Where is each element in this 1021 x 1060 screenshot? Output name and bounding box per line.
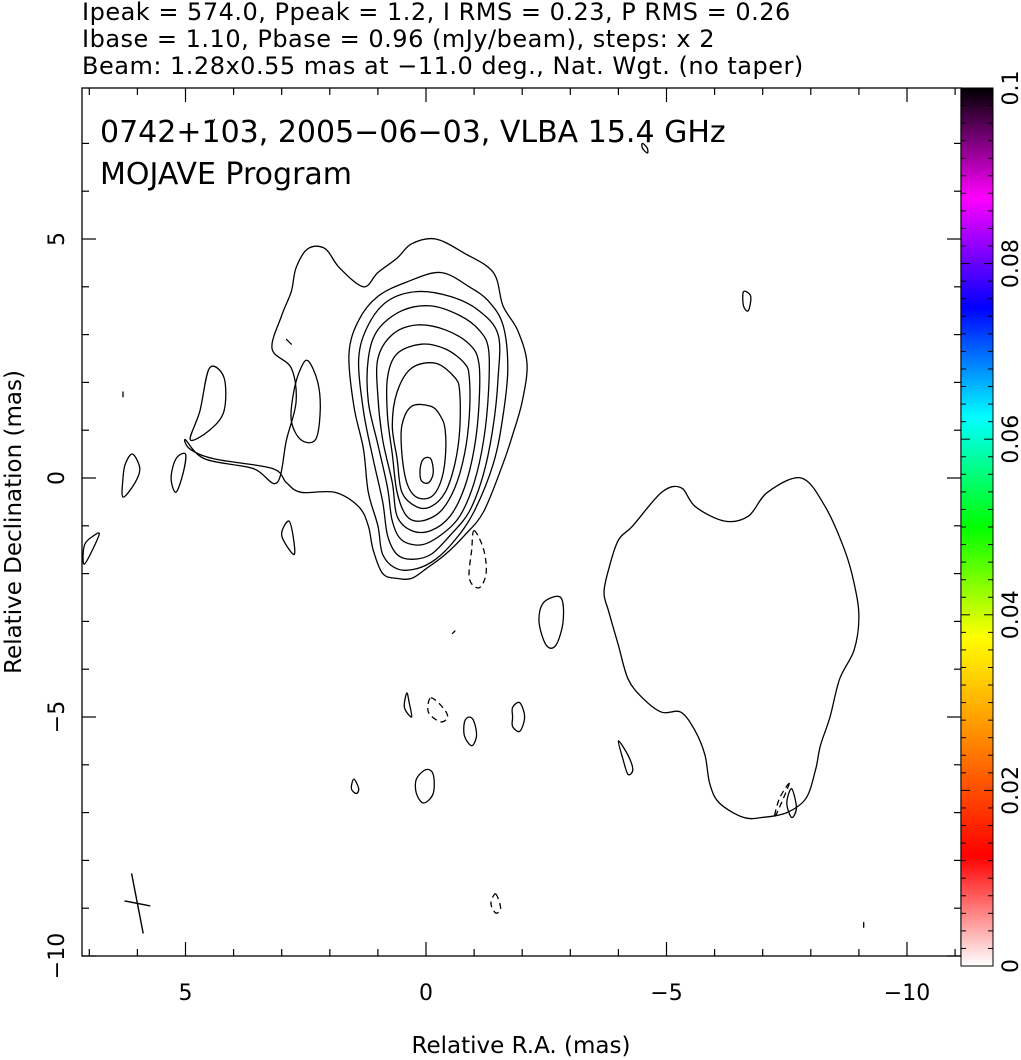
- contour-line: [211, 118, 216, 125]
- colorbar: 0 0.02 0.04 0.06 0.08 0.1: [960, 71, 1021, 973]
- contour-line: [451, 630, 456, 635]
- contour-line: [385, 343, 471, 522]
- colorbar-tick-label: 0.08: [999, 239, 1021, 288]
- colorbar-tick-label: 0.06: [999, 415, 1021, 464]
- y-tick-label: −5: [45, 701, 70, 733]
- beam-cross: [124, 873, 151, 934]
- contour-line: [463, 716, 478, 747]
- contour-line: [189, 365, 227, 442]
- y-tick-label: 0: [45, 471, 70, 485]
- colorbar-tick-label: 0.04: [999, 590, 1021, 639]
- contour-line: [742, 290, 752, 312]
- colorbar-tick-label: 0.02: [999, 766, 1021, 815]
- contour-line: [617, 740, 634, 776]
- contour-line: [348, 271, 509, 571]
- y-tick-label: −10: [45, 933, 70, 979]
- contour-line: [170, 452, 187, 493]
- contour-line: [357, 290, 501, 560]
- x-axis-label: Relative R.A. (mas): [412, 1033, 631, 1059]
- plot-frame: [81, 87, 962, 957]
- x-tick-label: 0: [419, 981, 433, 1006]
- contour-line: [290, 359, 321, 444]
- chart-title: 0742+103, 2005−06−03, VLBA 15.4 GHz: [100, 115, 726, 150]
- contour-line: [641, 142, 649, 154]
- contour-line: [400, 403, 447, 500]
- colorbar-tick-label: 0: [999, 959, 1021, 973]
- header-line-2: Ibase = 1.10, Pbase = 0.96 (mJy/beam), s…: [82, 25, 716, 53]
- negative-contour-line: [490, 893, 502, 914]
- chart-subtitle: MOJAVE Program: [100, 157, 352, 192]
- contour-line: [391, 362, 461, 510]
- y-tick-label: 5: [45, 232, 70, 246]
- beam-minor-axis: [124, 900, 151, 907]
- x-tick-label: −10: [884, 981, 930, 1006]
- negative-contour-line: [773, 782, 790, 819]
- x-tick-label: −5: [650, 981, 682, 1006]
- colorbar-tick-label: 0.1: [999, 71, 1021, 106]
- header-line-3: Beam: 1.28x0.55 mas at −11.0 deg., Nat. …: [82, 52, 804, 80]
- negative-contour-line: [427, 697, 449, 723]
- contour-line: [419, 456, 434, 484]
- contour-line: [538, 595, 565, 649]
- y-axis-label: Relative Declination (mas): [1, 370, 27, 674]
- y-axis: 5 0 −5 −10: [45, 142, 961, 979]
- contour-line: [82, 532, 100, 565]
- contour-line: [366, 305, 491, 546]
- contour-line: [511, 701, 526, 733]
- x-tick-label: 5: [179, 981, 193, 1006]
- header-line-1: Ipeak = 574.0, Ppeak = 1.2, I RMS = 0.23…: [82, 0, 791, 26]
- contour-line: [403, 692, 413, 718]
- negative-contour-line: [468, 529, 487, 589]
- contour-line: [786, 788, 798, 819]
- contour-lines: [82, 118, 865, 928]
- contour-line: [121, 453, 141, 498]
- contour-line: [285, 338, 292, 345]
- contour-line: [414, 768, 435, 804]
- contour-line: [350, 778, 360, 795]
- contour-line: [375, 324, 481, 534]
- contour-line: [183, 237, 528, 580]
- contour-line: [603, 477, 860, 820]
- contour-line: [281, 520, 296, 556]
- x-axis: 5 0 −5 −10: [88, 88, 956, 1006]
